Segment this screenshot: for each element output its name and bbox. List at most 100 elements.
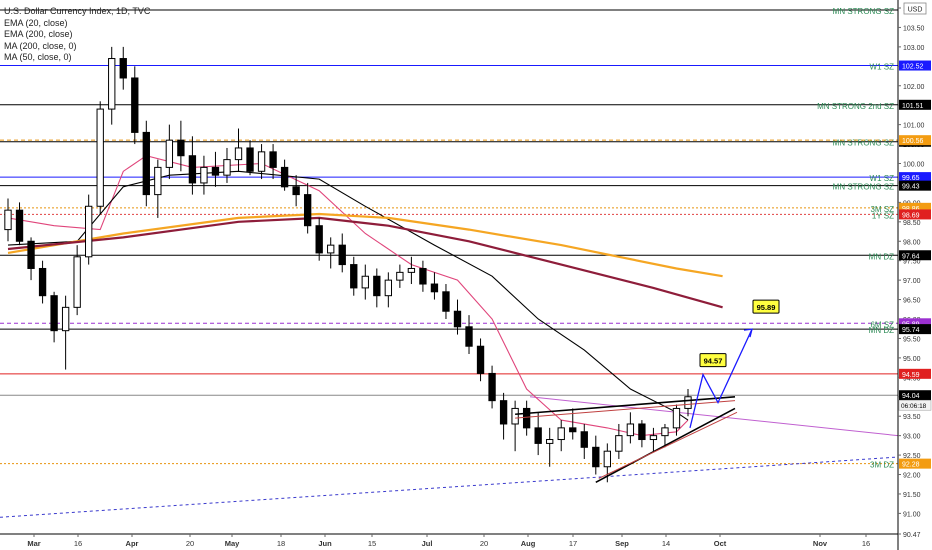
moving-average-line <box>7 170 689 421</box>
candle-body[interactable] <box>546 439 554 444</box>
candle-body[interactable] <box>27 240 35 269</box>
candle-body[interactable] <box>327 244 335 254</box>
candle-body[interactable] <box>131 77 139 133</box>
candle-body[interactable] <box>257 151 266 172</box>
candle-body[interactable] <box>476 345 485 374</box>
time-tick-label: Mar <box>27 539 40 548</box>
price-tag <box>899 60 931 71</box>
indicator-ema20[interactable]: EMA (20, close) <box>4 17 68 28</box>
candle-body[interactable] <box>499 400 508 425</box>
projection-label-box <box>752 299 780 314</box>
candle-body[interactable] <box>280 166 289 188</box>
candle-body[interactable] <box>269 151 277 168</box>
candle-body[interactable] <box>61 306 70 332</box>
candle-body[interactable] <box>684 396 692 409</box>
indicator-ma200[interactable]: MA (200, close, 0) <box>4 40 77 51</box>
candle-body[interactable] <box>292 186 300 196</box>
candle-body[interactable] <box>338 244 346 266</box>
candle-body[interactable] <box>154 166 162 196</box>
candle-body[interactable] <box>442 291 450 312</box>
price-tag <box>899 250 931 261</box>
candle-body[interactable] <box>649 435 658 441</box>
price-tick-label: 91.50 <box>903 492 921 499</box>
candle-body[interactable] <box>672 407 681 429</box>
candle-body[interactable] <box>615 435 623 452</box>
candle-body[interactable] <box>603 450 611 468</box>
level-label: MN STRONG SZ <box>833 7 894 16</box>
price-axis[interactable] <box>898 0 932 550</box>
candle-body[interactable] <box>108 58 116 110</box>
candle-body[interactable] <box>569 427 577 433</box>
time-tick-label: 17 <box>569 539 577 548</box>
candle-body[interactable] <box>315 225 323 254</box>
wedge-lower-line <box>595 407 736 484</box>
time-tick-label: 16 <box>862 539 870 548</box>
candle-body[interactable] <box>534 427 542 444</box>
candle-body[interactable] <box>465 326 473 347</box>
candle-body[interactable] <box>592 446 600 468</box>
candle-body[interactable] <box>119 58 127 79</box>
candle-body[interactable] <box>557 427 565 441</box>
candle-body[interactable] <box>15 209 24 242</box>
candle-body[interactable] <box>165 139 174 168</box>
candle-body[interactable] <box>4 209 12 231</box>
price-tick-label: 93.50 <box>903 414 921 421</box>
candle-body[interactable] <box>361 275 369 289</box>
candle-body[interactable] <box>85 205 93 258</box>
candle-body[interactable] <box>350 264 358 289</box>
level-label: 3M SZ <box>870 205 894 214</box>
level-label: W1 SZ <box>870 174 895 183</box>
price-tag-label: 98.69 <box>902 212 920 219</box>
candle-body[interactable] <box>661 427 669 437</box>
candle-body[interactable] <box>223 159 231 176</box>
wedge-upper-line-inner <box>515 400 736 419</box>
time-tick-label: Sep <box>615 539 629 548</box>
price-tick-label: 98.50 <box>903 220 921 227</box>
candle-body[interactable] <box>626 423 635 437</box>
candle-body[interactable] <box>407 267 416 273</box>
time-tick-label: 16 <box>74 539 82 548</box>
candle-body[interactable] <box>384 279 393 297</box>
candle-body[interactable] <box>488 372 496 402</box>
price-tag <box>899 99 931 110</box>
price-tick-label: 103.00 <box>903 45 925 52</box>
candle-body[interactable] <box>580 431 588 448</box>
candle-body[interactable] <box>511 407 519 425</box>
candle-body[interactable] <box>234 147 243 161</box>
level-label: MN STRONG SZ <box>833 183 894 192</box>
candle-body[interactable] <box>96 108 104 207</box>
price-tag-label: 94.04 <box>902 393 920 400</box>
wedge-upper-line <box>515 395 736 416</box>
level-label: MN DZ <box>869 326 894 335</box>
indicator-ma50[interactable]: MA (50, close, 0) <box>4 52 72 62</box>
candle-body[interactable] <box>522 407 531 429</box>
candle-body[interactable] <box>419 267 427 285</box>
price-tag <box>899 318 931 329</box>
time-tick-label: 15 <box>368 539 376 548</box>
currency-box[interactable] <box>903 2 927 15</box>
time-tick-label: 20 <box>480 539 488 548</box>
candle-body[interactable] <box>638 423 646 441</box>
indicator-ema200[interactable]: EMA (200, close) <box>4 29 73 39</box>
candle-body[interactable] <box>373 275 381 297</box>
candle-body[interactable] <box>200 166 208 184</box>
candle-body[interactable] <box>303 194 312 227</box>
candle-body[interactable] <box>396 271 404 281</box>
candle-body[interactable] <box>73 256 81 308</box>
projection-path <box>689 328 753 429</box>
candle-body[interactable] <box>246 147 254 172</box>
candle-body[interactable] <box>38 267 47 297</box>
time-tick-label: 14 <box>662 539 670 548</box>
candle-body[interactable] <box>211 166 220 176</box>
price-tick-label: 103.50 <box>903 25 925 32</box>
candle-body[interactable] <box>50 295 58 332</box>
candle-body[interactable] <box>188 155 197 184</box>
price-tag-label: 95.74 <box>902 327 920 334</box>
candle-body[interactable] <box>177 139 185 157</box>
candle-body[interactable] <box>430 283 439 293</box>
candle-body[interactable] <box>453 310 462 328</box>
candle-body[interactable] <box>142 131 150 196</box>
price-tag-label: 94.59 <box>902 372 920 379</box>
